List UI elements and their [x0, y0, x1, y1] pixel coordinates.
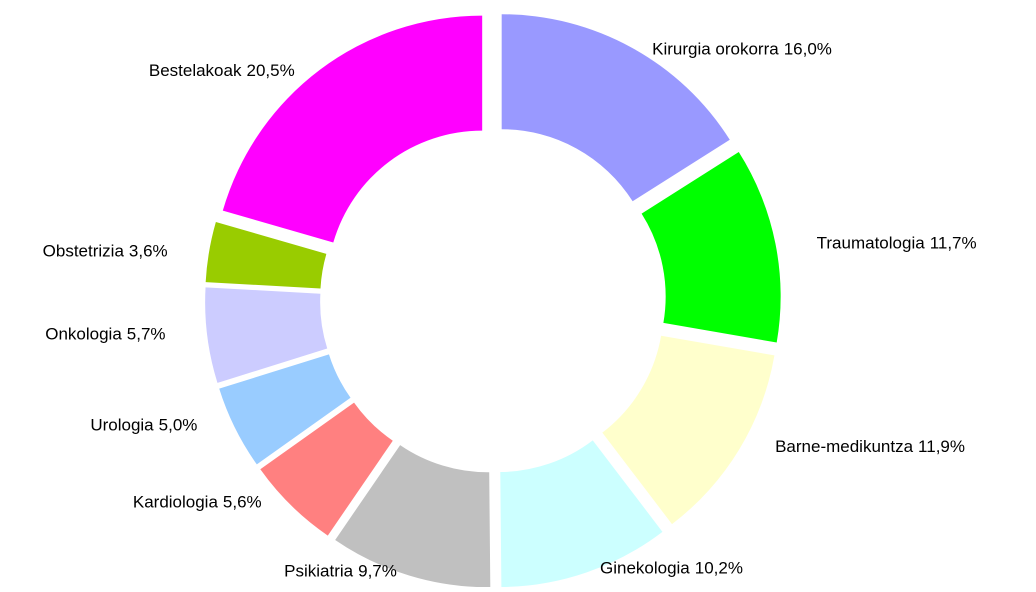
- donut-slice: [219, 354, 351, 465]
- slice-label: Obstetrizia 3,6%: [43, 242, 168, 261]
- donut-slice: [500, 440, 663, 588]
- donut-slice: [641, 152, 781, 343]
- slice-label: Kardiologia 5,6%: [133, 493, 262, 512]
- slice-value: 20,5%: [246, 62, 294, 81]
- donut-slice: [335, 445, 491, 588]
- slice-name: Urologia: [90, 416, 154, 435]
- slice-value: 5,7%: [127, 325, 166, 344]
- slice-name: Kardiologia: [133, 493, 219, 512]
- slice-label: Onkologia 5,7%: [45, 325, 165, 344]
- slice-name: Onkologia: [45, 325, 122, 344]
- slice-name: Kirurgia orokorra: [652, 40, 779, 59]
- slice-value: 5,6%: [223, 493, 262, 512]
- slice-label: Kirurgia orokorra 16,0%: [652, 40, 832, 59]
- slice-value: 16,0%: [784, 40, 832, 59]
- slice-label: Barne-medikuntza 11,9%: [775, 437, 965, 456]
- donut-slice: [260, 402, 393, 536]
- donut-slice: [222, 15, 483, 243]
- slice-label: Urologia 5,0%: [90, 416, 197, 435]
- slice-value: 11,7%: [930, 234, 977, 253]
- slice-name: Traumatologia: [817, 234, 926, 253]
- donut-slice: [602, 335, 775, 525]
- donut-slice: [501, 14, 730, 202]
- slice-name: Psikiatria: [284, 562, 354, 581]
- slice-label: Ginekologia 10,2%: [600, 559, 743, 578]
- slice-name: Bestelakoak: [149, 62, 242, 81]
- slice-name: Obstetrizia: [43, 242, 125, 261]
- slice-label: Bestelakoak 20,5%: [149, 62, 295, 81]
- slice-label: Psikiatria 9,7%: [284, 562, 397, 581]
- donut-slice: [205, 221, 327, 289]
- slice-value: 3,6%: [129, 242, 168, 261]
- donut-slice: [205, 287, 328, 383]
- slice-value: 9,7%: [358, 562, 397, 581]
- slice-name: Barne-medikuntza: [775, 437, 914, 456]
- slice-name: Ginekologia: [600, 559, 690, 578]
- slice-label: Traumatologia 11,7%: [817, 234, 977, 253]
- slice-value: 5,0%: [159, 416, 198, 435]
- slice-value: 11,9%: [918, 437, 965, 456]
- slice-value: 10,2%: [695, 559, 743, 578]
